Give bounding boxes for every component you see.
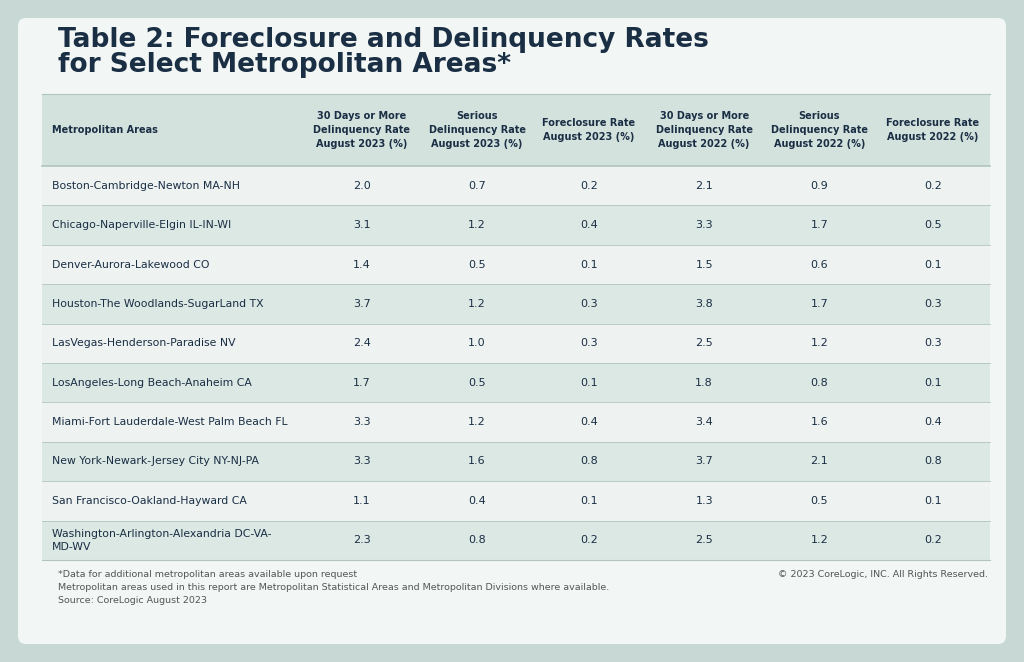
Text: Washington-Arlington-Alexandria DC-VA-
MD-WV: Washington-Arlington-Alexandria DC-VA- M…	[52, 529, 271, 551]
Text: 0.1: 0.1	[924, 378, 941, 388]
Text: 0.1: 0.1	[581, 260, 598, 269]
Text: 0.8: 0.8	[468, 536, 486, 545]
Text: 0.3: 0.3	[581, 338, 598, 348]
Text: 0.1: 0.1	[581, 378, 598, 388]
Text: 0.7: 0.7	[468, 181, 486, 191]
Text: 3.8: 3.8	[695, 299, 713, 309]
Text: 1.2: 1.2	[468, 417, 486, 427]
Text: 1.2: 1.2	[468, 299, 486, 309]
Text: 2.3: 2.3	[353, 536, 371, 545]
Text: 3.3: 3.3	[695, 220, 713, 230]
Text: 0.5: 0.5	[468, 378, 486, 388]
Text: 2.4: 2.4	[353, 338, 371, 348]
Text: 0.4: 0.4	[468, 496, 486, 506]
Text: 1.7: 1.7	[810, 220, 828, 230]
Text: 1.0: 1.0	[468, 338, 486, 348]
Text: Miami-Fort Lauderdale-West Palm Beach FL: Miami-Fort Lauderdale-West Palm Beach FL	[52, 417, 288, 427]
Text: San Francisco-Oakland-Hayward CA: San Francisco-Oakland-Hayward CA	[52, 496, 247, 506]
Text: 3.7: 3.7	[353, 299, 371, 309]
Text: for Select Metropolitan Areas*: for Select Metropolitan Areas*	[58, 52, 511, 78]
Text: 0.1: 0.1	[924, 496, 941, 506]
Text: Foreclosure Rate
August 2022 (%): Foreclosure Rate August 2022 (%)	[886, 118, 979, 142]
Text: 1.2: 1.2	[468, 220, 486, 230]
Text: 1.6: 1.6	[468, 457, 486, 467]
Bar	[42, 324, 990, 363]
Text: 0.4: 0.4	[581, 417, 598, 427]
Text: 2.5: 2.5	[695, 338, 713, 348]
Text: 0.8: 0.8	[581, 457, 598, 467]
Text: 0.5: 0.5	[811, 496, 828, 506]
Text: 1.7: 1.7	[810, 299, 828, 309]
Text: 0.2: 0.2	[581, 536, 598, 545]
Text: 0.4: 0.4	[581, 220, 598, 230]
Text: 3.7: 3.7	[695, 457, 713, 467]
Text: 1.8: 1.8	[695, 378, 713, 388]
Text: *Data for additional metropolitan areas available upon request: *Data for additional metropolitan areas …	[58, 570, 357, 579]
Text: Metropolitan areas used in this report are Metropolitan Statistical Areas and Me: Metropolitan areas used in this report a…	[58, 583, 609, 592]
Text: 1.5: 1.5	[695, 260, 713, 269]
Text: 30 Days or More
Delinquency Rate
August 2023 (%): 30 Days or More Delinquency Rate August …	[313, 111, 411, 148]
Text: 1.3: 1.3	[695, 496, 713, 506]
Text: 1.4: 1.4	[353, 260, 371, 269]
Text: 3.4: 3.4	[695, 417, 713, 427]
Text: 2.0: 2.0	[353, 181, 371, 191]
Text: Metropolitan Areas: Metropolitan Areas	[52, 125, 158, 135]
Text: 0.9: 0.9	[810, 181, 828, 191]
Text: 3.3: 3.3	[353, 457, 371, 467]
Text: Foreclosure Rate
August 2023 (%): Foreclosure Rate August 2023 (%)	[543, 118, 636, 142]
Bar	[42, 284, 990, 324]
Text: Source: CoreLogic August 2023: Source: CoreLogic August 2023	[58, 596, 207, 605]
Text: 2.1: 2.1	[695, 181, 713, 191]
Text: 1.1: 1.1	[353, 496, 371, 506]
Text: 0.5: 0.5	[924, 220, 941, 230]
Text: Serious
Delinquency Rate
August 2023 (%): Serious Delinquency Rate August 2023 (%)	[429, 111, 525, 148]
Text: 30 Days or More
Delinquency Rate
August 2022 (%): 30 Days or More Delinquency Rate August …	[655, 111, 753, 148]
Text: 3.1: 3.1	[353, 220, 371, 230]
Text: Table 2: Foreclosure and Delinquency Rates: Table 2: Foreclosure and Delinquency Rat…	[58, 27, 709, 53]
Bar	[42, 363, 990, 402]
Text: Serious
Delinquency Rate
August 2022 (%): Serious Delinquency Rate August 2022 (%)	[771, 111, 868, 148]
Text: © 2023 CoreLogic, INC. All Rights Reserved.: © 2023 CoreLogic, INC. All Rights Reserv…	[778, 570, 988, 579]
Text: 0.2: 0.2	[581, 181, 598, 191]
Text: Denver-Aurora-Lakewood CO: Denver-Aurora-Lakewood CO	[52, 260, 210, 269]
Text: 0.5: 0.5	[468, 260, 486, 269]
Bar	[42, 245, 990, 284]
Bar	[42, 442, 990, 481]
Bar	[42, 94, 990, 166]
Text: 0.1: 0.1	[924, 260, 941, 269]
Bar	[42, 481, 990, 520]
Text: 0.3: 0.3	[581, 299, 598, 309]
Text: New York-Newark-Jersey City NY-NJ-PA: New York-Newark-Jersey City NY-NJ-PA	[52, 457, 259, 467]
Text: 0.6: 0.6	[811, 260, 828, 269]
Text: 0.3: 0.3	[924, 338, 941, 348]
Text: 0.4: 0.4	[924, 417, 941, 427]
Bar	[42, 166, 990, 205]
Text: Houston-The Woodlands-SugarLand TX: Houston-The Woodlands-SugarLand TX	[52, 299, 263, 309]
Text: 0.3: 0.3	[924, 299, 941, 309]
Text: 0.1: 0.1	[581, 496, 598, 506]
Text: 0.8: 0.8	[924, 457, 941, 467]
Text: Chicago-Naperville-Elgin IL-IN-WI: Chicago-Naperville-Elgin IL-IN-WI	[52, 220, 231, 230]
Text: LasVegas-Henderson-Paradise NV: LasVegas-Henderson-Paradise NV	[52, 338, 236, 348]
Text: 0.2: 0.2	[924, 181, 941, 191]
Text: LosAngeles-Long Beach-Anaheim CA: LosAngeles-Long Beach-Anaheim CA	[52, 378, 252, 388]
Text: 0.8: 0.8	[810, 378, 828, 388]
Bar	[42, 205, 990, 245]
Bar	[42, 402, 990, 442]
Text: 0.2: 0.2	[924, 536, 941, 545]
Text: 2.1: 2.1	[810, 457, 828, 467]
Text: 1.2: 1.2	[810, 338, 828, 348]
Text: 2.5: 2.5	[695, 536, 713, 545]
FancyBboxPatch shape	[18, 18, 1006, 644]
Text: 1.2: 1.2	[810, 536, 828, 545]
Text: 1.7: 1.7	[353, 378, 371, 388]
Text: 1.6: 1.6	[811, 417, 828, 427]
Bar	[42, 520, 990, 560]
Text: Boston-Cambridge-Newton MA-NH: Boston-Cambridge-Newton MA-NH	[52, 181, 240, 191]
Text: 3.3: 3.3	[353, 417, 371, 427]
